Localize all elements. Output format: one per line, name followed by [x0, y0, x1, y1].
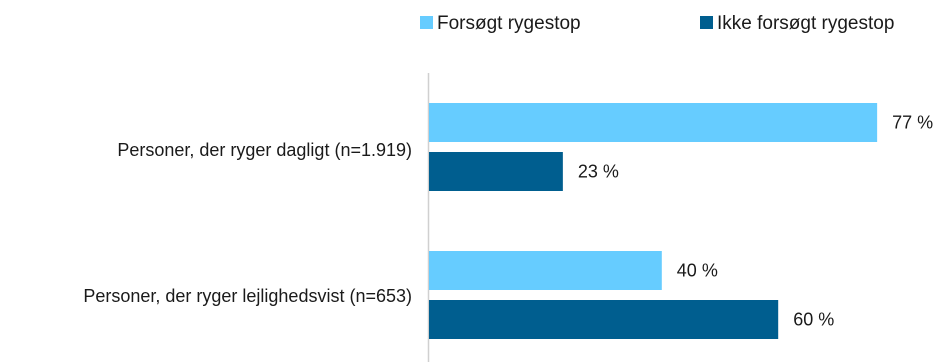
bar-1-2 — [429, 152, 563, 191]
legend-label-1: Forsøgt rygestop — [437, 13, 581, 34]
legend-swatch-2 — [700, 16, 713, 29]
legend-swatch-1 — [420, 16, 433, 29]
legend: Forsøgt rygestop Ikke forsøgt rygestop — [420, 13, 894, 34]
category-label-2: Personer, der ryger lejlighedsvist (n=65… — [83, 286, 412, 306]
category-labels: Personer, der ryger dagligt (n=1.919) Per… — [83, 140, 412, 306]
bars — [429, 103, 878, 339]
bar-2-1 — [429, 251, 662, 290]
data-label-1-2: 23 % — [578, 162, 619, 182]
bar-1-1 — [429, 103, 878, 142]
data-labels: 77 % 23 % 40 % 60 % — [578, 113, 933, 330]
legend-label-2: Ikke forsøgt rygestop — [717, 13, 894, 34]
data-label-2-2: 60 % — [793, 310, 834, 330]
data-label-1-1: 77 % — [892, 113, 933, 133]
bar-2-2 — [429, 300, 779, 339]
data-label-2-1: 40 % — [677, 261, 718, 281]
category-label-1: Personer, der ryger dagligt (n=1.919) — [117, 140, 412, 160]
